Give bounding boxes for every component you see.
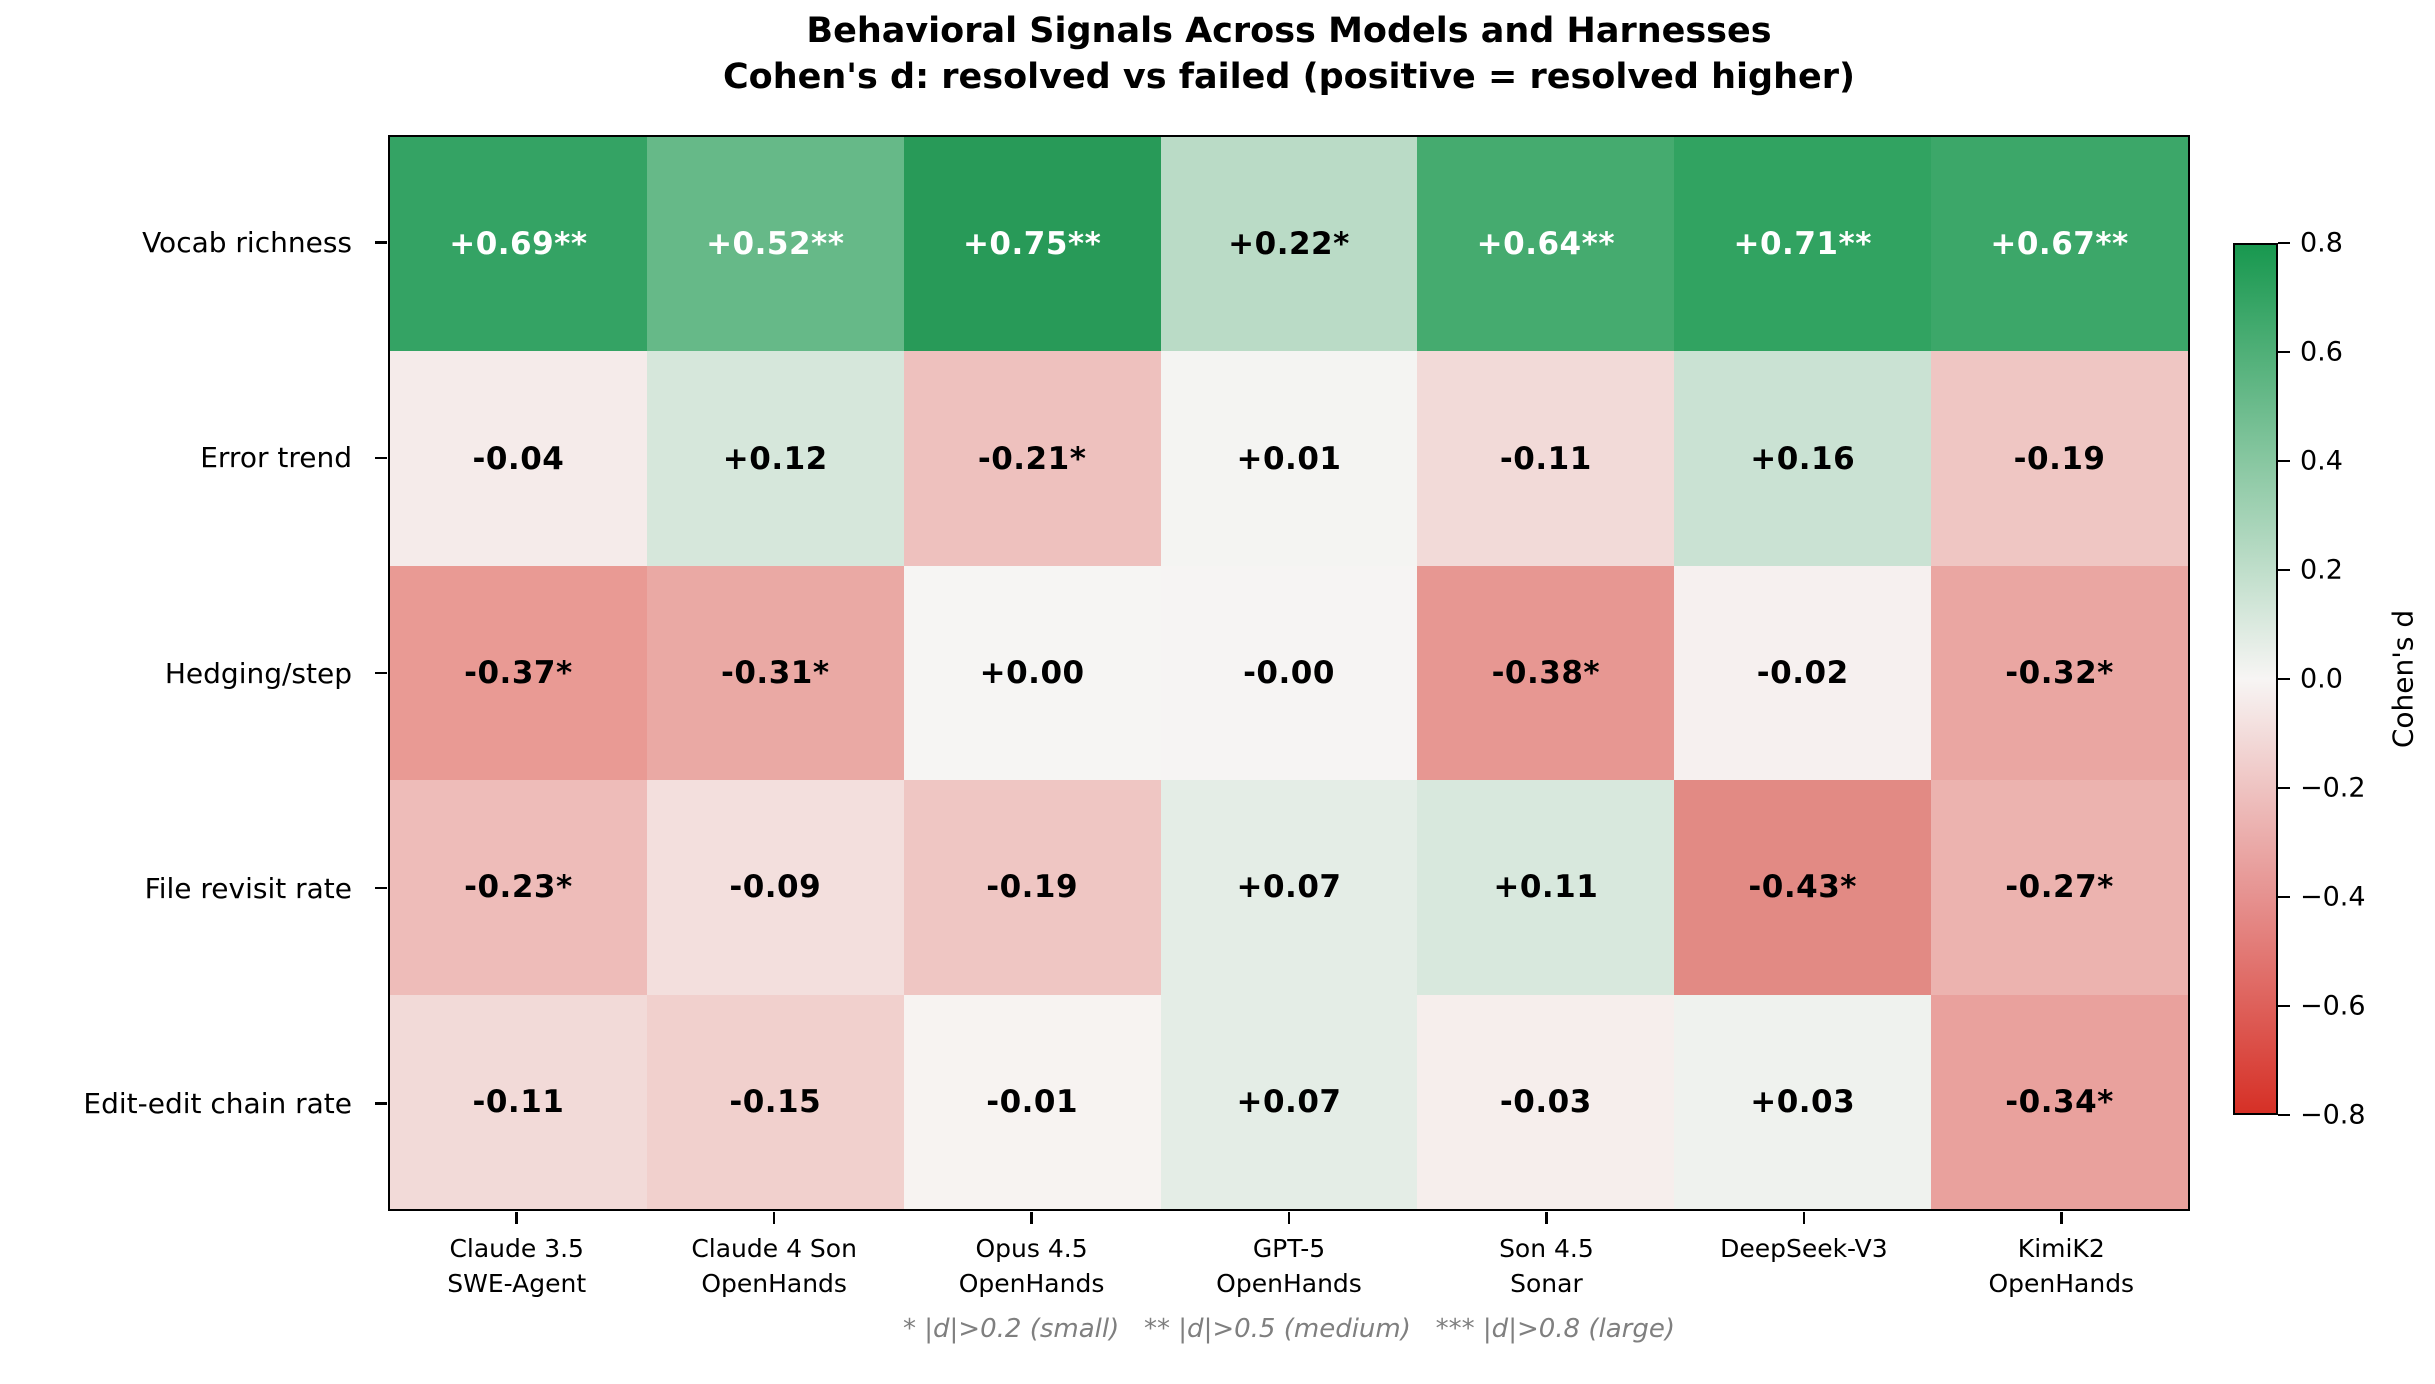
colorbar-tick-3	[2278, 568, 2290, 572]
heatmap-grid: +0.69** +0.52** +0.75** +0.22* +0.64** +0.71*…	[388, 135, 2190, 1211]
heatmap-cell-r3c6: -0.27*	[1931, 780, 2188, 995]
heatmap-cell-r0c5: +0.71**	[1674, 137, 1932, 352]
heatmap-cell-r3c5: -0.43*	[1674, 780, 1932, 995]
heatmap-cell-r2c5: -0.02	[1674, 565, 1932, 781]
heatmap-cell-r4c1: -0.15	[646, 994, 904, 1209]
y-tick-3	[375, 886, 387, 890]
heatmap-cell-r3c2: -0.19	[903, 780, 1161, 995]
colorbar-tick-label-8: −0.8	[2300, 1099, 2366, 1131]
heatmap-cell-r1c6: -0.19	[1931, 351, 2188, 566]
heatmap-cell-r3c4: +0.11	[1417, 780, 1675, 995]
colorbar-tick-8	[2278, 1113, 2290, 1117]
col-label-5: DeepSeek-V3	[1720, 1234, 1888, 1263]
colorbar-gradient	[2233, 243, 2278, 1115]
colorbar-tick-label-7: −0.6	[2300, 990, 2366, 1022]
colorbar-tick-label-3: 0.2	[2300, 554, 2343, 586]
colorbar-tick-label-0: 0.8	[2300, 227, 2343, 259]
heatmap-cell-r0c1: +0.52**	[646, 137, 904, 352]
row-label-4: Edit-edit chain rate	[83, 1086, 352, 1120]
heatmap-cell-r4c0: -0.11	[390, 994, 647, 1209]
heatmap-cell-r4c2: -0.01	[903, 994, 1161, 1209]
heatmap-cell-r3c1: -0.09	[646, 780, 904, 995]
col-label-2: Opus 4.5 OpenHands	[958, 1234, 1105, 1298]
heatmap-cell-r0c0: +0.69**	[390, 137, 647, 352]
heatmap-cell-r4c6: -0.34*	[1931, 994, 2188, 1209]
colorbar-tick-2	[2278, 459, 2290, 463]
colorbar-tick-label-4: 0.0	[2300, 663, 2343, 695]
y-tick-2	[375, 671, 387, 675]
heatmap-cell-r3c3: +0.07	[1160, 780, 1418, 995]
heatmap-cell-r1c1: +0.12	[646, 351, 904, 566]
col-label-4: Son 4.5 Sonar	[1499, 1234, 1594, 1298]
heatmap-cell-r1c3: +0.01	[1160, 351, 1418, 566]
x-tick-5	[1802, 1212, 1806, 1224]
heatmap-cell-r2c4: -0.38*	[1417, 565, 1675, 781]
heatmap-cell-r1c4: -0.11	[1417, 351, 1675, 566]
x-tick-6	[2060, 1212, 2063, 1224]
colorbar-tick-6	[2278, 895, 2290, 899]
colorbar-tick-4	[2278, 677, 2290, 681]
heatmap-cell-r0c4: +0.64**	[1417, 137, 1675, 352]
heatmap-cell-r3c0: -0.23*	[390, 780, 647, 995]
chart-title: Behavioral Signals Across Models and Har…	[388, 8, 2190, 100]
x-tick-3	[1287, 1212, 1291, 1224]
heatmap-cell-r0c2: +0.75**	[903, 137, 1161, 352]
row-label-1: Error trend	[200, 441, 352, 475]
heatmap-cell-r4c3: +0.07	[1160, 994, 1418, 1209]
heatmap-cell-r0c6: +0.67**	[1931, 137, 2188, 352]
x-tick-2	[1030, 1212, 1033, 1224]
col-label-6: KimiK2 OpenHands	[1988, 1234, 2135, 1298]
row-label-0: Vocab richness	[142, 226, 352, 260]
heatmap-cell-r2c0: -0.37*	[390, 565, 647, 781]
x-tick-1	[772, 1212, 776, 1224]
significance-footnote: * |d|>0.2 (small) ** |d|>0.5 (medium) **…	[903, 1314, 1675, 1344]
colorbar-tick-label-5: −0.2	[2300, 772, 2366, 804]
chart-title-line1: Behavioral Signals Across Models and Har…	[806, 11, 1772, 51]
heatmap-cell-r1c0: -0.04	[390, 351, 647, 566]
colorbar-tick-label-6: −0.4	[2300, 881, 2366, 913]
heatmap-cell-r1c5: +0.16	[1674, 351, 1932, 566]
colorbar-tick-label-2: 0.4	[2300, 445, 2343, 477]
colorbar-axis-label: Cohen's d	[2386, 609, 2420, 749]
colorbar-tick-5	[2278, 786, 2290, 790]
heatmap-cell-r1c2: -0.21*	[903, 351, 1161, 566]
x-tick-4	[1545, 1212, 1548, 1224]
y-axis-labels: Vocab richness Error trend Hedging/step Fil…	[0, 135, 374, 1211]
col-label-3: GPT-5 OpenHands	[1216, 1234, 1362, 1298]
colorbar-tick-1	[2278, 350, 2290, 354]
col-label-0: Claude 3.5 SWE-Agent	[447, 1234, 587, 1298]
colorbar-tick-7	[2278, 1004, 2290, 1008]
x-tick-0	[515, 1212, 518, 1224]
heatmap-cell-r2c2: +0.00	[903, 565, 1161, 781]
heatmap-cell-r4c5: +0.03	[1674, 994, 1932, 1209]
heatmap-cell-r4c4: -0.03	[1417, 994, 1675, 1209]
colorbar-tick-0	[2278, 241, 2290, 245]
heatmap-cell-r0c3: +0.22*	[1160, 137, 1418, 352]
y-tick-1	[375, 456, 387, 460]
y-tick-4	[375, 1102, 387, 1105]
chart-title-line2: Cohen's d: resolved vs failed (positive …	[722, 57, 1856, 98]
x-axis-labels: Claude 3.5 SWE-Agent Claude 4 Son OpenHands…	[388, 1232, 2190, 1301]
col-label-1: Claude 4 Son OpenHands	[691, 1234, 857, 1298]
heatmap-cell-r2c6: -0.32*	[1931, 565, 2188, 781]
heatmap-cell-r2c3: -0.00	[1160, 565, 1418, 781]
heatmap-cell-r2c1: -0.31*	[646, 565, 904, 781]
row-label-2: Hedging/step	[164, 656, 352, 690]
row-label-3: File revisit rate	[144, 871, 352, 905]
colorbar-tick-label-1: 0.6	[2300, 336, 2343, 368]
y-tick-0	[375, 241, 387, 244]
